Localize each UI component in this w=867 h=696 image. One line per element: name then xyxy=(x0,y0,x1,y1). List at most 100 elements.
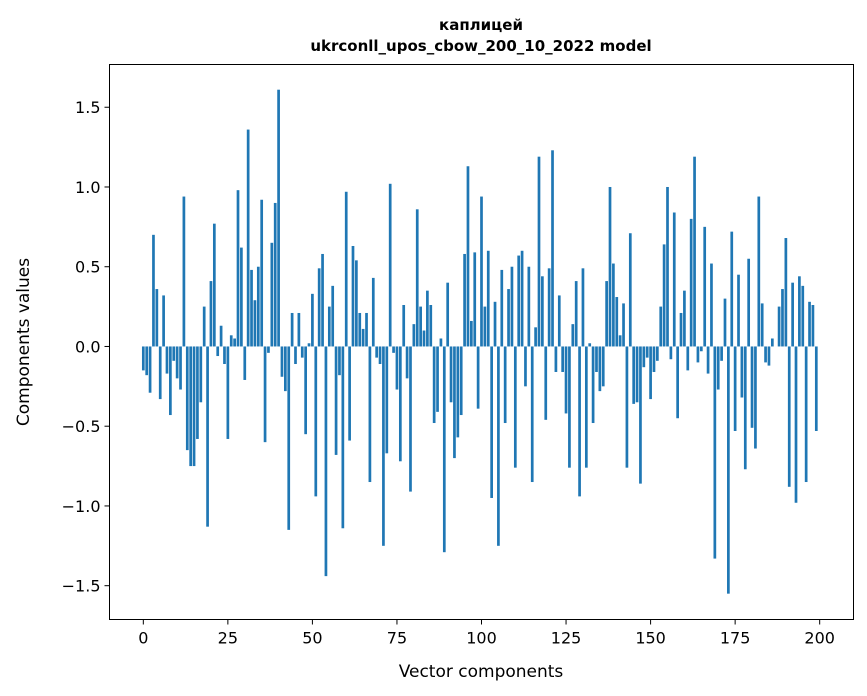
bar xyxy=(625,346,629,468)
bar xyxy=(527,266,531,347)
bar xyxy=(449,346,453,403)
bar xyxy=(510,266,514,347)
bar xyxy=(351,245,355,347)
bar xyxy=(622,303,625,347)
bar xyxy=(158,346,162,400)
bar xyxy=(645,346,649,358)
y-tick-label: 0.0 xyxy=(75,337,100,356)
bar xyxy=(659,306,663,347)
bar xyxy=(473,252,477,347)
bar xyxy=(612,263,615,347)
bar xyxy=(760,303,764,347)
bar xyxy=(189,346,193,467)
bar xyxy=(764,346,767,363)
bar xyxy=(713,346,717,559)
bar xyxy=(564,346,568,414)
bar xyxy=(656,346,659,361)
y-axis: −1.5 −1.0 −0.5 0.0 0.5 1.0 1.5 xyxy=(62,98,110,596)
bar xyxy=(196,346,199,439)
bar xyxy=(206,346,209,527)
bar xyxy=(290,312,294,347)
bar xyxy=(574,281,578,347)
bar xyxy=(743,346,747,470)
bar xyxy=(811,305,815,347)
x-axis-label: Vector components xyxy=(399,662,564,682)
bar xyxy=(608,186,612,347)
bar xyxy=(747,258,751,347)
bar xyxy=(209,281,213,347)
bar xyxy=(270,242,274,347)
bar xyxy=(605,281,608,347)
bar xyxy=(341,346,345,529)
bar xyxy=(493,301,497,347)
bar xyxy=(324,346,328,577)
bar xyxy=(182,196,186,347)
bar xyxy=(317,268,321,347)
x-tick-label: 200 xyxy=(804,629,835,648)
bar xyxy=(459,346,463,416)
bar xyxy=(541,276,544,347)
x-tick-label: 50 xyxy=(302,629,322,648)
bar xyxy=(365,312,368,347)
bar xyxy=(781,289,784,347)
bar xyxy=(578,346,581,497)
bar xyxy=(584,346,588,468)
bar xyxy=(754,346,757,449)
bar xyxy=(199,346,203,403)
bar xyxy=(490,346,493,498)
bar xyxy=(571,324,575,347)
bar xyxy=(740,346,744,398)
bar xyxy=(669,346,673,360)
x-tick-label: 175 xyxy=(720,629,751,648)
bar xyxy=(378,346,382,365)
bar xyxy=(476,346,480,409)
bar xyxy=(689,218,693,347)
bar xyxy=(544,346,548,420)
bar xyxy=(409,346,412,492)
bar xyxy=(371,277,375,347)
bar xyxy=(263,346,267,443)
bar xyxy=(253,300,257,347)
bar xyxy=(311,293,314,347)
bar xyxy=(699,346,703,352)
bar xyxy=(727,346,730,594)
bar xyxy=(814,346,818,431)
bar xyxy=(737,274,740,347)
bar xyxy=(524,346,527,387)
bar xyxy=(415,209,419,347)
bar xyxy=(750,346,754,428)
bar xyxy=(287,346,291,530)
bar xyxy=(392,346,395,353)
bar xyxy=(145,346,149,376)
bar xyxy=(348,346,351,441)
bar xyxy=(334,346,338,455)
bar xyxy=(801,285,805,347)
bar xyxy=(355,260,358,347)
bar xyxy=(192,346,196,467)
bar xyxy=(304,346,307,435)
bar xyxy=(250,269,253,347)
bar xyxy=(588,343,592,347)
bar xyxy=(686,346,690,371)
bar xyxy=(152,234,155,347)
bar xyxy=(223,346,226,365)
bar xyxy=(175,346,179,379)
bar xyxy=(338,346,341,376)
bar xyxy=(561,346,565,372)
bar xyxy=(520,250,524,347)
bar xyxy=(463,253,466,347)
chart-title-line-1: каплицей xyxy=(439,16,523,34)
bar xyxy=(405,346,409,379)
x-tick-label: 75 xyxy=(387,629,407,648)
bar xyxy=(456,346,460,438)
bar xyxy=(212,223,216,347)
bar xyxy=(267,346,270,353)
bar xyxy=(703,226,707,347)
bar xyxy=(706,346,710,374)
bar xyxy=(243,346,247,380)
bar xyxy=(165,346,169,374)
x-tick-label: 100 xyxy=(466,629,497,648)
bar xyxy=(635,346,639,403)
bar xyxy=(172,346,176,361)
y-tick-label: 1.0 xyxy=(75,178,100,197)
